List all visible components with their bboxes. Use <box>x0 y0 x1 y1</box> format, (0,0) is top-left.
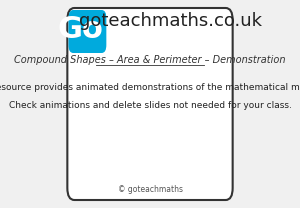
Text: Compound Shapes – Area & Perimeter – Demonstration: Compound Shapes – Area & Perimeter – Dem… <box>14 55 286 65</box>
Text: This resource provides animated demonstrations of the mathematical method.: This resource provides animated demonstr… <box>0 83 300 93</box>
Text: Check animations and delete slides not needed for your class.: Check animations and delete slides not n… <box>9 100 291 109</box>
Text: goteachmaths.co.uk: goteachmaths.co.uk <box>79 12 262 30</box>
Text: © goteachmaths: © goteachmaths <box>118 186 182 194</box>
Text: Go!: Go! <box>57 16 117 45</box>
FancyBboxPatch shape <box>68 10 106 53</box>
FancyBboxPatch shape <box>67 8 233 200</box>
